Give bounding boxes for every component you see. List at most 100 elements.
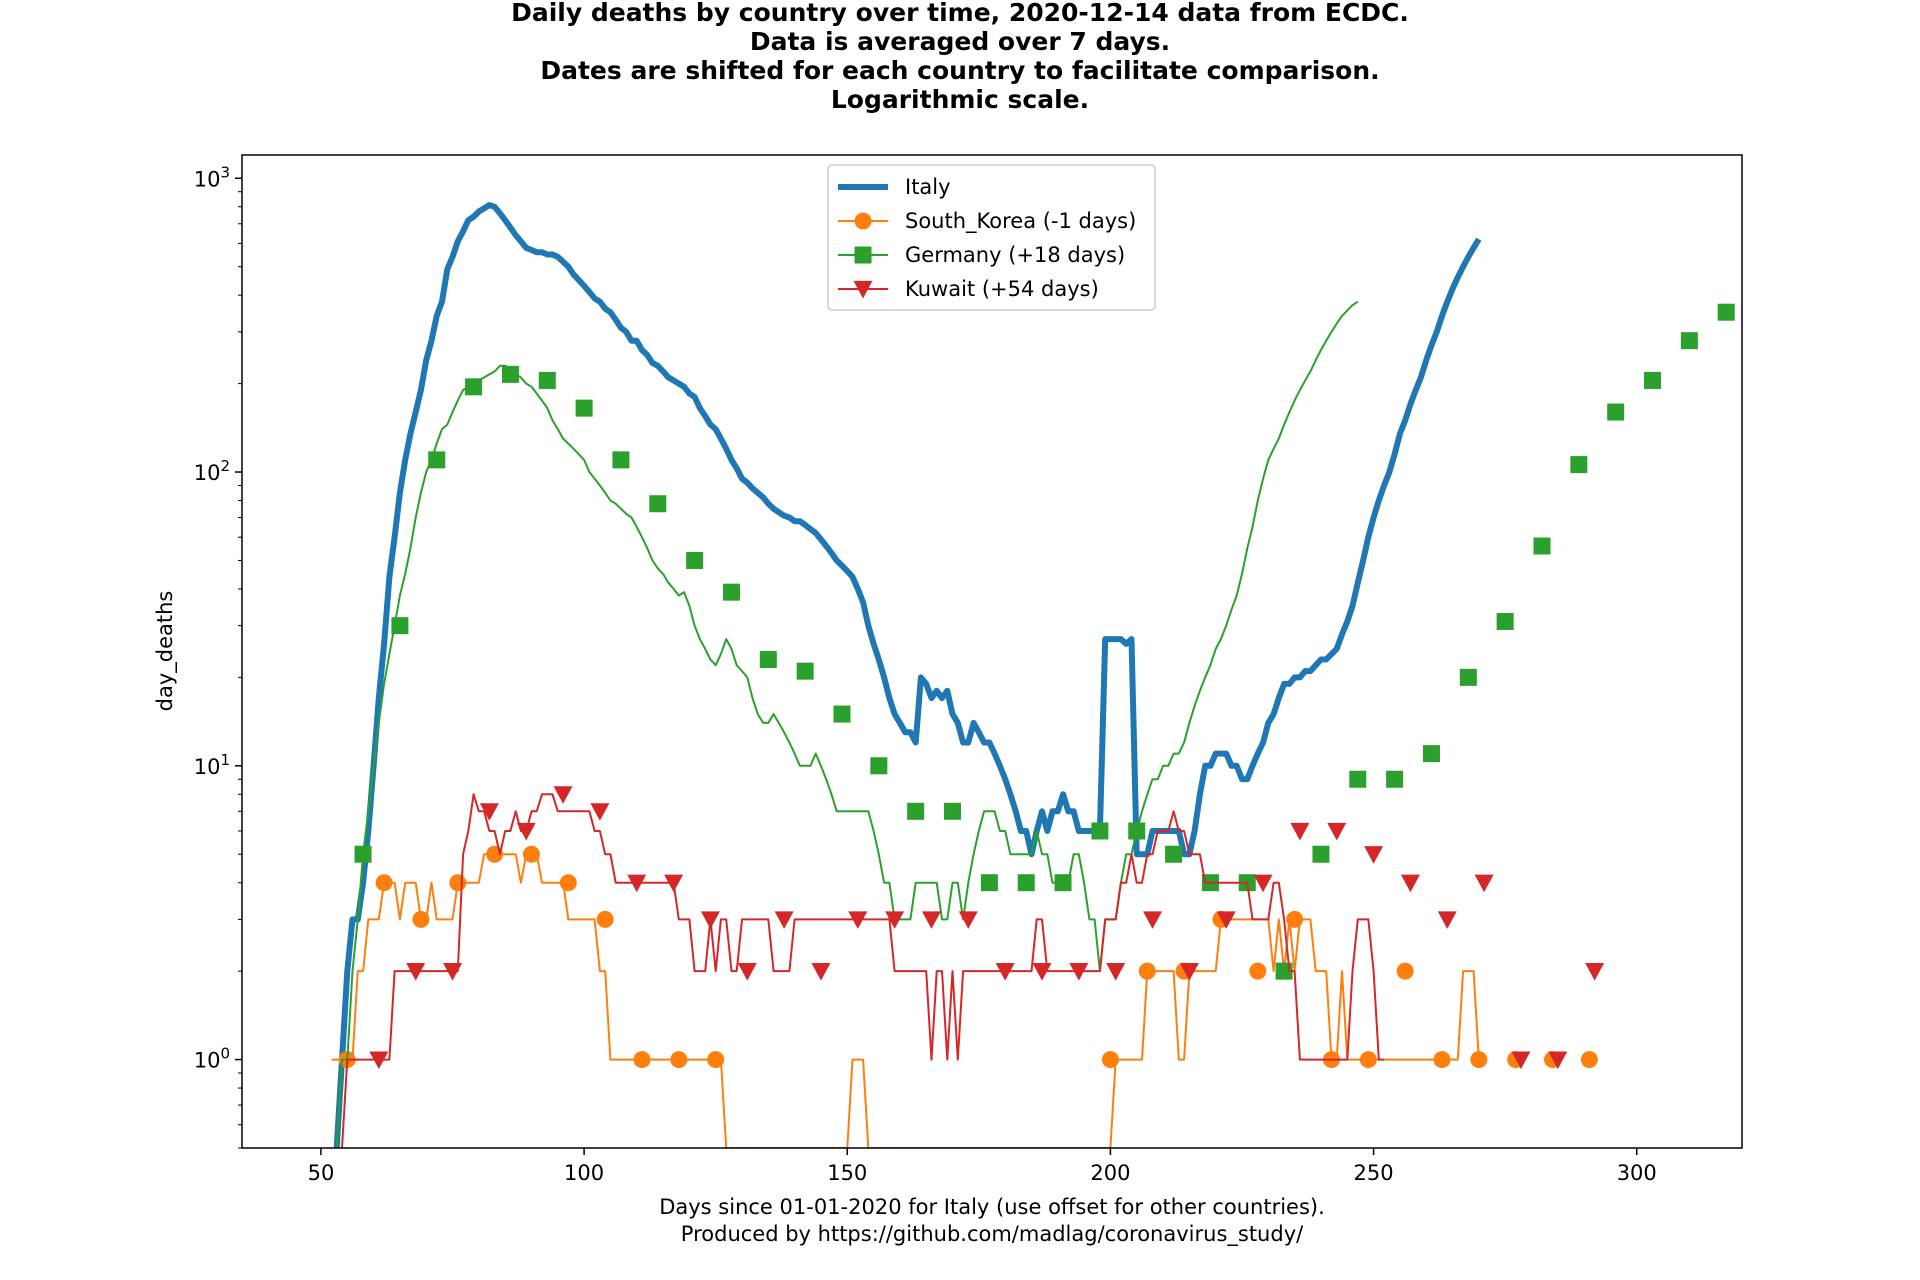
legend-box: [827, 164, 1156, 311]
marker-triangle-down: [958, 911, 978, 929]
marker-square: [980, 874, 998, 892]
legend-label: Italy: [905, 175, 951, 199]
title-line-1: Daily deaths by country over time, 2020-…: [511, 0, 1409, 27]
x-tick-label: 150: [827, 1161, 867, 1185]
marker-square: [870, 757, 888, 775]
marker-square: [1496, 612, 1514, 630]
legend-label: South_Korea (-1 days): [905, 209, 1136, 234]
marker-triangle-down: [700, 911, 720, 929]
x-axis-label-line-1: Days since 01-01-2020 for Italy (use off…: [659, 1195, 1325, 1219]
y-axis-label: day_deaths: [153, 591, 178, 712]
marker-square: [686, 551, 704, 569]
marker-triangle-down: [1511, 1051, 1531, 1070]
marker-triangle-down: [885, 911, 905, 929]
marker-triangle-down: [627, 874, 647, 893]
marker-square: [538, 371, 556, 389]
marker-triangle-down: [737, 963, 757, 981]
marker-square: [1717, 303, 1735, 321]
title-line-3: Dates are shifted for each country to fa…: [540, 56, 1379, 85]
marker-square: [428, 451, 446, 469]
series-layer: [331, 202, 1735, 1148]
marker-triangle-down: [1327, 822, 1347, 841]
marker-triangle-down: [1290, 822, 1310, 841]
marker-triangle-down: [1106, 963, 1126, 981]
marker-triangle-down: [1474, 874, 1494, 893]
marker-triangle-down: [406, 963, 426, 981]
marker-square: [575, 399, 593, 417]
marker-circle: [1249, 962, 1267, 980]
marker-square: [1644, 371, 1662, 389]
marker-triangle-down: [921, 911, 941, 929]
marker-square: [501, 365, 519, 383]
marker-triangle-down: [516, 822, 536, 841]
marker-square: [1017, 874, 1035, 892]
marker-triangle-down: [1032, 963, 1052, 981]
marker-square: [1533, 537, 1551, 555]
marker-triangle-down: [1253, 874, 1273, 893]
marker-triangle-down: [553, 786, 573, 804]
marker-circle: [1433, 1051, 1451, 1069]
marker-square: [391, 617, 409, 635]
marker-square: [833, 705, 851, 723]
series-line: [341, 793, 1385, 1148]
marker-circle: [707, 1051, 725, 1069]
marker-triangle-down: [1548, 1051, 1568, 1070]
marker-square: [1459, 668, 1477, 686]
y-tick-label: 100: [194, 1045, 230, 1073]
x-axis: 50 100 150 200 250 300: [308, 1148, 1657, 1185]
marker-square: [1312, 845, 1330, 863]
marker-square: [1680, 332, 1698, 350]
marker-triangle-down: [1179, 963, 1199, 981]
plot-area-frame: [241, 154, 1743, 1149]
series-2: [335, 300, 1735, 1148]
title-line-4: Logarithmic scale.: [831, 85, 1089, 114]
marker-circle: [1580, 1051, 1598, 1069]
y-tick-label: 102: [194, 457, 230, 485]
marker-square: [354, 845, 372, 863]
series-1: [331, 845, 1598, 1148]
marker-circle: [1138, 962, 1156, 980]
chart-title: Daily deaths by country over time, 2020-…: [511, 0, 1409, 114]
marker-triangle-down: [369, 1051, 389, 1070]
marker-circle: [522, 845, 540, 863]
legend: Italy South_Korea (-1 days) Germany (+18 d…: [827, 164, 1156, 311]
marker-square: [649, 495, 667, 513]
marker-triangle-down: [1585, 963, 1605, 981]
x-tick-label: 100: [564, 1161, 604, 1185]
marker-square: [907, 802, 925, 820]
series-line: [333, 202, 1482, 1148]
marker-circle: [559, 874, 577, 892]
marker-triangle-down: [853, 280, 873, 299]
marker-square: [612, 451, 630, 469]
marker-square: [722, 583, 740, 601]
x-axis-label-line-2: Produced by https://github.com/madlag/co…: [681, 1222, 1304, 1247]
marker-circle: [596, 910, 614, 928]
marker-circle: [449, 874, 467, 892]
marker-square: [854, 246, 872, 264]
series-line: [331, 853, 1480, 1148]
title-line-2: Data is averaged over 7 days.: [750, 27, 1170, 56]
marker-triangle-down: [443, 963, 463, 981]
marker-triangle-down: [590, 803, 610, 821]
y-tick-label: 103: [194, 163, 230, 191]
marker-square: [1128, 822, 1146, 840]
marker-circle: [1286, 910, 1304, 928]
y-tick-label: 101: [194, 751, 230, 779]
marker-triangle-down: [664, 874, 684, 893]
marker-triangle-down: [479, 803, 499, 821]
x-tick-label: 300: [1617, 1161, 1657, 1185]
marker-circle: [375, 874, 393, 892]
marker-square: [1349, 770, 1367, 788]
y-axis: 100 101 102 103: [194, 163, 242, 1149]
marker-triangle-down: [1216, 911, 1236, 929]
marker-triangle-down: [995, 963, 1015, 981]
marker-square: [796, 662, 814, 680]
marker-circle: [1470, 1051, 1488, 1069]
marker-square: [1091, 822, 1109, 840]
marker-triangle-down: [1069, 963, 1089, 981]
x-tick-label: 200: [1090, 1161, 1130, 1185]
legend-label: Germany (+18 days): [905, 243, 1125, 267]
marker-circle: [1396, 962, 1414, 980]
marker-square: [1054, 874, 1072, 892]
